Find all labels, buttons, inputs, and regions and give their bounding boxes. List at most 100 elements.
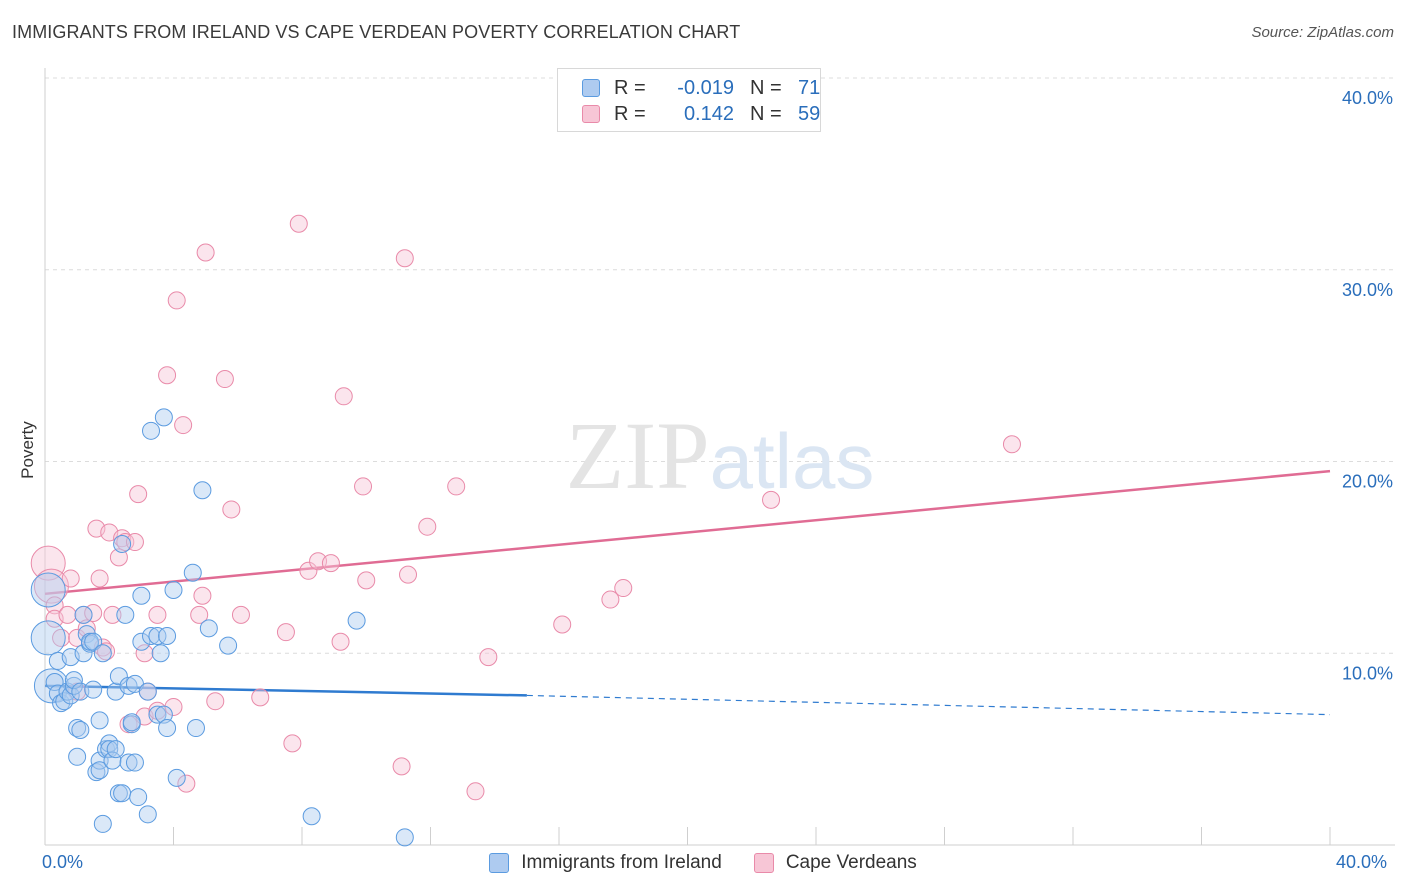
ireland-point bbox=[93, 644, 112, 663]
ireland-point bbox=[106, 740, 125, 759]
cape-verdean-point bbox=[447, 477, 466, 496]
ireland-point bbox=[164, 580, 183, 599]
ireland-point bbox=[138, 682, 157, 701]
cape-verdean-point bbox=[479, 648, 498, 667]
ireland-point bbox=[142, 421, 161, 440]
cape-verdean-point bbox=[58, 605, 77, 624]
x-tick-label-min: 0.0% bbox=[42, 852, 84, 872]
y-tick-label: 20.0% bbox=[1342, 472, 1393, 492]
legend-n-value: 59 bbox=[798, 102, 821, 125]
ireland-point bbox=[122, 713, 141, 732]
ireland-point bbox=[158, 719, 177, 738]
cape-verdean-point bbox=[251, 688, 270, 707]
cape-verdean-point bbox=[614, 579, 633, 598]
watermark-atlas: atlas bbox=[710, 417, 875, 505]
series-legend-ireland: Immigrants from Ireland bbox=[489, 852, 722, 874]
cape-verdean-point bbox=[299, 561, 318, 580]
cape-verdean-point bbox=[399, 565, 418, 584]
cape-verdean-point bbox=[52, 628, 71, 647]
ireland-point bbox=[395, 828, 414, 847]
ireland-point bbox=[148, 626, 167, 645]
ireland-point bbox=[119, 753, 138, 772]
ireland-point bbox=[142, 626, 161, 645]
cape-verdean-point bbox=[164, 697, 183, 716]
source-label: Source: ZipAtlas.com bbox=[1251, 24, 1394, 41]
cape-verdean-point bbox=[762, 490, 781, 509]
cape-verdean-point bbox=[357, 571, 376, 590]
ireland-point bbox=[347, 611, 366, 630]
ireland-point bbox=[68, 747, 87, 766]
x-tick-label-max: 40.0% bbox=[1336, 852, 1388, 872]
legend-r-value: -0.019 bbox=[677, 76, 734, 99]
ireland-point bbox=[132, 586, 151, 605]
grid-lines bbox=[45, 77, 1395, 654]
cape-verdean-point bbox=[601, 590, 620, 609]
cape-verdean-point bbox=[289, 214, 308, 233]
ireland-point bbox=[129, 788, 148, 807]
ireland-point bbox=[199, 619, 218, 638]
cape-verdean-point bbox=[231, 605, 250, 624]
ireland-point bbox=[154, 408, 173, 427]
cape-verdean-point bbox=[61, 569, 80, 588]
series-legend-label: Cape Verdeans bbox=[785, 852, 917, 873]
cape-verdean-point bbox=[158, 366, 177, 385]
ireland-point bbox=[138, 805, 157, 824]
series-swatch-blue bbox=[489, 853, 510, 873]
legend-n-value: 71 bbox=[798, 76, 821, 99]
cape-verdean-point bbox=[1002, 435, 1021, 454]
legend-swatch-pink bbox=[582, 105, 600, 123]
ireland-point bbox=[84, 632, 103, 651]
ireland-point bbox=[119, 676, 138, 695]
cape-verdean-point bbox=[321, 554, 340, 573]
cape-verdean-point bbox=[553, 615, 572, 634]
ireland-point bbox=[68, 719, 87, 738]
y-tick-labels: 10.0% 20.0% 30.0% 40.0% bbox=[1342, 88, 1393, 683]
cape-verdean-point bbox=[148, 605, 167, 624]
cape-verdean-point bbox=[466, 782, 485, 801]
ireland-point bbox=[113, 784, 132, 803]
ireland-point bbox=[151, 644, 170, 663]
ireland-point bbox=[30, 572, 66, 608]
cape-verdean-point bbox=[222, 500, 241, 519]
ireland-point bbox=[125, 753, 144, 772]
series-legend-cape-verdeans: Cape Verdeans bbox=[753, 852, 917, 874]
ireland-point bbox=[158, 626, 177, 645]
legend-r-value: 0.142 bbox=[683, 102, 734, 125]
ireland-point bbox=[219, 636, 238, 655]
watermark-zip: ZIP bbox=[566, 402, 710, 509]
legend-row-ireland: R = -0.019 N = 71 bbox=[582, 77, 820, 99]
cape-verdean-point bbox=[97, 642, 116, 661]
cape-verdean-point bbox=[109, 548, 128, 567]
cape-verdean-point bbox=[196, 243, 215, 262]
ireland-point bbox=[132, 632, 151, 651]
ireland-point bbox=[193, 481, 212, 500]
series-legend: Immigrants from Ireland Cape Verdeans bbox=[0, 852, 1406, 874]
ireland-point bbox=[74, 644, 93, 663]
cape-verdean-point bbox=[177, 774, 196, 793]
legend-n-label: N = bbox=[750, 76, 782, 99]
cape-verdean-point bbox=[90, 569, 109, 588]
axes bbox=[44, 68, 1395, 846]
ireland-point bbox=[90, 751, 109, 770]
cape-verdean-point bbox=[354, 477, 373, 496]
ireland-point bbox=[116, 605, 135, 624]
cape-verdean-point bbox=[193, 586, 212, 605]
ireland-point bbox=[186, 719, 205, 738]
ireland-trend-line bbox=[44, 684, 527, 697]
cape-verdean-point bbox=[190, 605, 209, 624]
ireland-point bbox=[154, 705, 173, 724]
ireland-point bbox=[100, 740, 119, 759]
ireland-point bbox=[90, 711, 109, 730]
cape-verdean-point bbox=[103, 605, 122, 624]
ireland-point bbox=[302, 807, 321, 826]
ireland-point bbox=[61, 686, 80, 705]
legend-row-cape-verdeans: R = 0.142 N = 59 bbox=[582, 103, 820, 125]
y-tick-label: 30.0% bbox=[1342, 280, 1393, 300]
ireland-point bbox=[45, 673, 64, 692]
watermark: ZIPatlas bbox=[566, 402, 875, 509]
cape-verdean-point bbox=[30, 545, 66, 581]
ireland-point bbox=[52, 694, 71, 713]
cape-verdean-point bbox=[116, 533, 135, 552]
ireland-point bbox=[109, 667, 128, 686]
cape-verdean-point bbox=[174, 416, 193, 435]
